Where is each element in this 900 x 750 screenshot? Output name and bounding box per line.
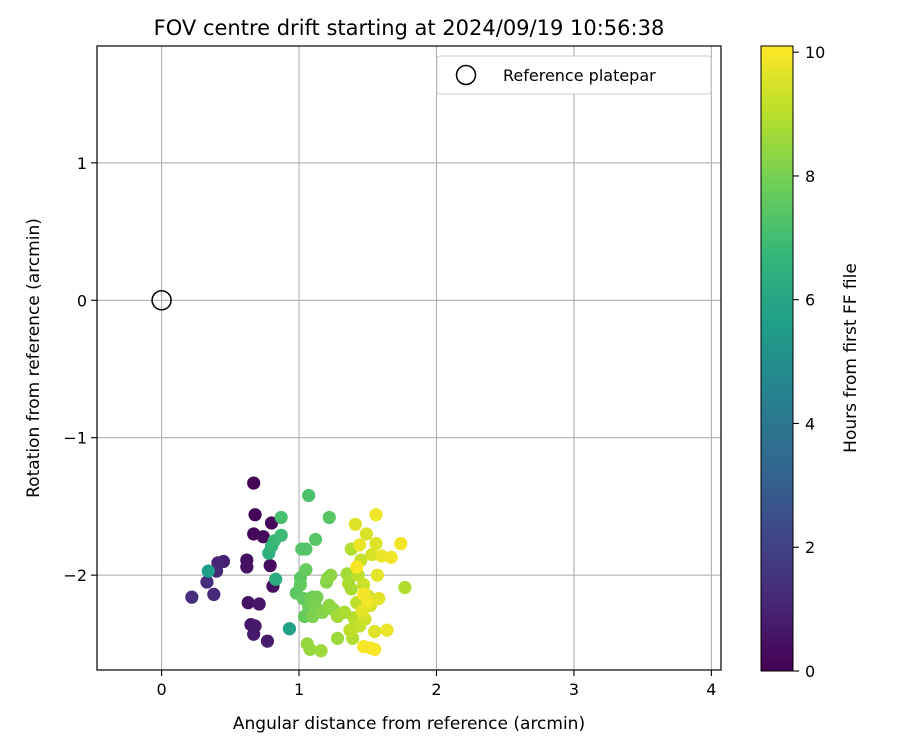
data-point	[337, 605, 352, 619]
colorbar-tick-label: 6	[805, 291, 815, 310]
y-tick-label: 0	[77, 291, 87, 310]
data-point	[308, 532, 323, 547]
x-tick-label: 0	[157, 680, 167, 699]
y-axis-label: Rotation from reference (arcmin)	[24, 218, 44, 498]
data-point	[369, 508, 383, 522]
plot-area: 0 1 2 3 4 −2 −1 0 1	[63, 45, 722, 699]
y-axis-ticks: −2 −1 0 1	[63, 154, 97, 585]
y-tick-label: 1	[77, 154, 87, 173]
plot-background	[97, 46, 721, 670]
data-point	[384, 550, 398, 564]
data-point	[355, 604, 369, 618]
data-point	[314, 644, 328, 658]
data-point	[368, 642, 382, 656]
data-point	[368, 624, 382, 639]
data-point	[299, 542, 313, 556]
legend-label: Reference platepar	[503, 66, 656, 85]
data-point	[330, 631, 345, 645]
colorbar-frame	[760, 45, 794, 672]
data-point	[361, 594, 375, 608]
data-point	[241, 596, 255, 610]
data-point	[350, 560, 364, 574]
colorbar-tick-label: 8	[805, 167, 815, 186]
x-tick-label: 3	[569, 680, 579, 699]
colorbar-ticks: 0 2 4 6 8 10	[793, 43, 825, 681]
x-axis-label: Angular distance from reference (arcmin)	[233, 714, 585, 734]
data-point	[247, 476, 261, 490]
data-point	[247, 627, 261, 641]
y-tick-label: −1	[63, 429, 87, 448]
data-point	[398, 580, 412, 595]
reference-marker	[151, 290, 172, 311]
data-point	[263, 558, 277, 573]
data-point	[372, 591, 386, 606]
data-point	[269, 572, 283, 586]
colorbar-tick-label: 4	[805, 414, 815, 433]
data-point	[264, 516, 279, 530]
data-point	[365, 547, 379, 562]
x-tick-label: 1	[294, 680, 304, 699]
data-point	[340, 567, 354, 581]
data-point	[299, 563, 313, 577]
data-point	[352, 538, 367, 552]
colorbar-tick-label: 2	[805, 538, 815, 557]
y-tick-label: −2	[63, 566, 87, 585]
legend: Reference platepar	[436, 55, 712, 95]
data-point	[302, 488, 316, 503]
data-point	[343, 623, 357, 637]
legend-box	[436, 55, 712, 95]
data-point	[344, 582, 358, 596]
data-point	[303, 642, 317, 656]
data-point	[293, 578, 308, 592]
data-points	[185, 476, 412, 658]
data-point	[260, 634, 275, 648]
data-point	[359, 527, 373, 541]
x-axis-ticks: 0 1 2 3 4	[157, 670, 716, 699]
data-point	[200, 575, 214, 589]
data-point	[201, 564, 215, 578]
data-point	[274, 510, 288, 525]
data-point	[380, 623, 394, 637]
colorbar-tick-label: 0	[805, 662, 815, 681]
data-point	[357, 578, 371, 592]
data-point	[322, 510, 336, 525]
data-point	[324, 568, 338, 582]
plot-frame	[96, 45, 722, 671]
x-tick-label: 4	[706, 680, 716, 699]
data-point	[256, 530, 270, 544]
data-point	[310, 590, 324, 604]
colorbar-label: Hours from first FF file	[841, 263, 861, 453]
data-point	[348, 517, 362, 531]
data-point	[207, 587, 221, 602]
colorbar-gradient	[761, 46, 793, 671]
data-point	[282, 622, 297, 636]
colorbar-tick-label: 10	[805, 43, 825, 62]
x-tick-label: 2	[431, 680, 441, 699]
data-point	[370, 568, 384, 582]
data-point	[248, 508, 262, 522]
data-point	[252, 597, 266, 611]
legend-marker	[455, 64, 477, 86]
data-point	[394, 536, 408, 551]
colorbar: 0 2 4 6 8 10 Hours from first FF file	[760, 43, 861, 681]
chart-title: FOV centre drift starting at 2024/09/19 …	[154, 16, 665, 40]
data-point	[185, 590, 199, 604]
data-point	[369, 536, 383, 551]
grid	[97, 46, 721, 670]
data-point	[240, 560, 254, 574]
data-point	[374, 549, 389, 563]
data-point	[274, 528, 288, 542]
